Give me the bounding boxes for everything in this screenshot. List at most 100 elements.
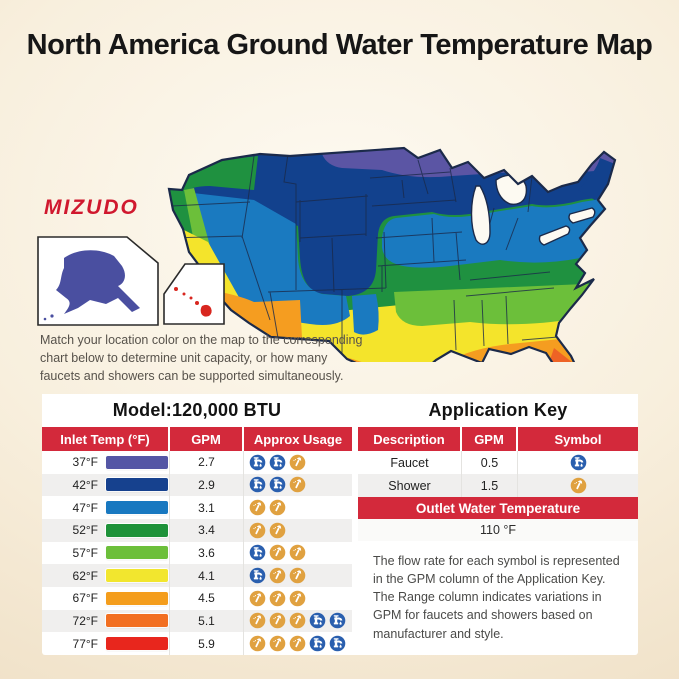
inlet-temp-label: 67°F	[72, 591, 98, 606]
capacity-row: 37°F 2.7	[42, 451, 352, 474]
key-gpm-value: 0.5	[462, 451, 518, 474]
temperature-color-swatch	[106, 455, 168, 469]
gpm-value: 4.5	[170, 586, 244, 610]
header-gpm: GPM	[170, 427, 244, 451]
faucet-icon	[269, 454, 286, 471]
temperature-color-swatch	[106, 501, 168, 515]
key-gpm-value: 1.5	[462, 474, 518, 497]
application-key-row: Shower 1.5	[358, 474, 638, 497]
info-panel: Model:120,000 BTU Inlet Temp (°F) GPM Ap…	[42, 394, 638, 655]
shower-icon	[249, 590, 266, 607]
shower-icon	[269, 612, 286, 629]
application-key-body: Faucet 0.5 Shower 1.5	[358, 451, 638, 497]
inlet-temp-label: 77°F	[72, 636, 98, 651]
inlet-temp-cell: 77°F	[42, 632, 170, 655]
gpm-value: 2.9	[170, 473, 244, 497]
gpm-value: 3.1	[170, 496, 244, 519]
shower-icon	[289, 454, 306, 471]
faucet-icon	[249, 454, 266, 471]
symbol-cell	[518, 474, 638, 497]
hawaii-inset	[163, 263, 225, 325]
faucet-icon	[269, 476, 286, 493]
inlet-temp-label: 47°F	[72, 500, 98, 515]
inlet-temp-cell: 42°F	[42, 473, 170, 497]
gpm-value: 3.4	[170, 518, 244, 542]
faucet-icon	[249, 544, 266, 561]
approx-usage-icons	[244, 519, 352, 542]
header-symbol: Symbol	[518, 427, 638, 451]
faucet-icon	[329, 635, 346, 652]
capacity-row: 42°F 2.9	[42, 473, 352, 497]
header-key-gpm: GPM	[462, 427, 518, 451]
faucet-icon	[329, 612, 346, 629]
gpm-value: 4.1	[170, 564, 244, 587]
header-description: Description	[358, 427, 462, 451]
temperature-color-swatch	[106, 591, 168, 605]
description-value: Faucet	[358, 451, 462, 474]
ground-water-temperature-map	[37, 146, 617, 362]
header-approx-usage: Approx Usage	[244, 427, 352, 451]
hawaii-big-island	[200, 304, 212, 317]
flow-rate-note: The flow rate for each symbol is represe…	[358, 541, 638, 643]
inlet-temp-cell: 37°F	[42, 451, 170, 474]
shower-icon	[249, 635, 266, 652]
capacity-table: Model:120,000 BTU Inlet Temp (°F) GPM Ap…	[42, 394, 352, 655]
outlet-water-temperature-value: 110 °F	[358, 519, 638, 541]
capacity-row: 72°F 5.1	[42, 609, 352, 633]
approx-usage-icons	[244, 451, 352, 474]
shower-icon	[269, 590, 286, 607]
shower-icon	[289, 612, 306, 629]
shower-icon	[249, 522, 266, 539]
description-value: Shower	[358, 474, 462, 497]
brand-logo: MIZUDO	[44, 196, 139, 219]
inlet-temp-cell: 47°F	[42, 496, 170, 519]
header-inlet-temp: Inlet Temp (°F)	[42, 427, 170, 451]
inlet-temp-label: 42°F	[72, 477, 98, 492]
capacity-table-header: Inlet Temp (°F) GPM Approx Usage	[42, 427, 352, 451]
capacity-row: 62°F 4.1	[42, 564, 352, 587]
map-caption: Match your location color on the map to …	[40, 333, 363, 383]
shower-icon	[249, 612, 266, 629]
shower-icon	[289, 476, 306, 493]
inlet-temp-label: 37°F	[72, 455, 98, 470]
faucet-icon	[309, 612, 326, 629]
shower-icon	[269, 522, 286, 539]
gpm-value: 2.7	[170, 451, 244, 474]
note-line-1: The flow rate for each symbol is represe…	[373, 554, 620, 587]
capacity-table-title: Model:120,000 BTU	[42, 394, 352, 427]
faucet-icon	[249, 476, 266, 493]
note-line-2: The Range column indicates variations in…	[373, 590, 602, 641]
inlet-temp-label: 72°F	[72, 613, 98, 628]
shower-icon	[249, 499, 266, 516]
shower-icon	[289, 590, 306, 607]
alaska-inset	[37, 236, 159, 326]
shower-icon	[269, 635, 286, 652]
inlet-temp-label: 52°F	[72, 523, 98, 538]
capacity-row: 52°F 3.4	[42, 518, 352, 542]
shower-icon	[289, 544, 306, 561]
approx-usage-icons	[244, 542, 352, 565]
inlet-temp-label: 57°F	[72, 545, 98, 560]
capacity-row: 67°F 4.5	[42, 586, 352, 610]
shower-icon	[570, 477, 587, 494]
gpm-value: 3.6	[170, 541, 244, 565]
faucet-icon	[249, 567, 266, 584]
capacity-row: 47°F 3.1	[42, 496, 352, 519]
shower-icon	[269, 567, 286, 584]
capacity-row: 57°F 3.6	[42, 541, 352, 565]
inlet-temp-cell: 72°F	[42, 609, 170, 633]
shower-icon	[289, 635, 306, 652]
temperature-color-swatch	[106, 478, 168, 492]
inlet-temp-cell: 67°F	[42, 586, 170, 610]
application-key-row: Faucet 0.5	[358, 451, 638, 474]
gpm-value: 5.1	[170, 609, 244, 633]
inlet-temp-cell: 57°F	[42, 541, 170, 565]
temperature-color-swatch	[106, 637, 168, 651]
shower-icon	[269, 499, 286, 516]
faucet-icon	[570, 454, 587, 471]
temperature-color-swatch	[106, 569, 168, 583]
temperature-color-swatch	[106, 546, 168, 560]
approx-usage-icons	[244, 474, 352, 497]
faucet-icon	[309, 635, 326, 652]
approx-usage-icons	[244, 564, 352, 587]
